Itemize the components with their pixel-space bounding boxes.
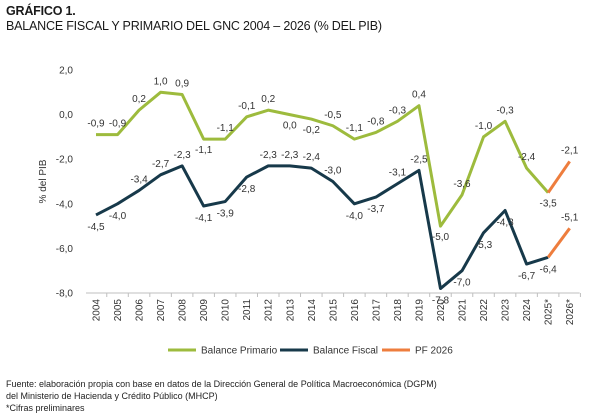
series-line-balance-fiscal [95, 164, 549, 291]
data-label: -0,2 [303, 125, 321, 136]
legend-label: PF 2026 [415, 346, 453, 357]
data-label: -2,1 [561, 145, 579, 156]
y-tick-label: -4,0 [56, 199, 74, 210]
data-label: -7,8 [432, 296, 450, 307]
x-tick-label: 2025* [544, 299, 555, 325]
data-label: -3,7 [367, 204, 385, 215]
data-label: -1,1 [346, 123, 364, 134]
y-tick-label: -8,0 [56, 289, 74, 300]
footer-source: Fuente: elaboración propia con base en d… [6, 379, 437, 389]
x-tick-label: 2023 [501, 299, 512, 322]
x-tick-label: 2015 [328, 299, 339, 322]
x-tick-label: 2007 [156, 299, 167, 322]
data-label: -0,1 [238, 101, 256, 112]
data-label: -2,7 [152, 159, 170, 170]
data-label: -2,4 [303, 152, 321, 163]
x-tick-label: 2011 [242, 299, 253, 321]
series-line-pf-2026 [546, 160, 571, 194]
data-label: -5,1 [561, 212, 579, 223]
data-label: -0,5 [324, 110, 342, 121]
data-label: 0,9 [175, 79, 189, 90]
x-tick-label: 2016 [350, 299, 361, 322]
x-tick-label: 2006 [135, 299, 146, 322]
x-tick-label: 2021 [458, 299, 469, 322]
data-label: -4,3 [496, 217, 514, 228]
data-label: -7,0 [453, 278, 471, 289]
x-tick-label: 2018 [393, 299, 404, 322]
data-label: -4,1 [195, 213, 213, 224]
x-tick-label: 2004 [92, 299, 103, 322]
data-label: -0,8 [367, 116, 385, 127]
series-lines [95, 90, 571, 291]
data-label: -0,9 [109, 119, 127, 130]
data-label: -3,9 [217, 209, 235, 220]
data-label: -6,4 [540, 264, 558, 275]
footer-note: *Cifras preliminares [6, 403, 85, 413]
data-label: -1,0 [475, 121, 493, 132]
data-label: 0,2 [132, 94, 146, 105]
x-tick-label: 2020 [436, 299, 447, 322]
series-line-pf-2026 [546, 227, 571, 259]
data-label: 1,0 [154, 76, 168, 87]
data-label: -1,1 [217, 123, 235, 134]
data-label: -5,3 [475, 240, 493, 251]
data-label: -3,4 [130, 174, 148, 185]
y-tick-label: -6,0 [56, 244, 74, 255]
chart-subtitle: BALANCE FISCAL Y PRIMARIO DEL GNC 2004 –… [6, 19, 382, 33]
x-tick-label: 2012 [264, 299, 275, 322]
data-label: 0,4 [412, 90, 426, 101]
x-tick-label: 2005 [113, 299, 124, 322]
data-label: -2,8 [238, 184, 256, 195]
legend-label: Balance Primario [201, 346, 278, 357]
data-label: -4,0 [109, 211, 127, 222]
chart-title: GRÁFICO 1. [6, 4, 76, 18]
data-label: -0,3 [496, 105, 514, 116]
legend-label: Balance Fiscal [313, 346, 378, 357]
y-axis: 2,0 0,0 -2,0 -4,0 -6,0 -8,0 % del PIB [38, 66, 73, 300]
data-label: -0,3 [389, 105, 407, 116]
data-label: -5,0 [432, 232, 450, 243]
data-label: -4,5 [87, 222, 105, 233]
data-label: -6,7 [518, 271, 536, 282]
data-label: -2,5 [410, 154, 428, 165]
x-tick-label: 2008 [178, 299, 189, 322]
y-axis-label: % del PIB [38, 159, 49, 203]
data-label: -1,1 [195, 145, 213, 156]
data-label: 0,0 [283, 121, 297, 132]
data-label: -2,4 [518, 152, 536, 163]
data-labels: -0,9 -0,90,21,0 0,9-1,1-1,1-0,10,20,0 -0,2-… [87, 76, 578, 306]
x-axis: 2004 2005 2006 2007 2008 2009 2010 2011 2012 2013… [86, 292, 581, 325]
x-tick-label: 2009 [199, 299, 210, 322]
x-tick-label: 2014 [307, 299, 318, 322]
x-tick-label: 2017 [371, 299, 382, 322]
data-label: 0,2 [261, 94, 275, 105]
y-tick-label: -2,0 [56, 155, 74, 166]
legend: Balance Primario Balance Fiscal PF 2026 [168, 346, 453, 357]
data-label: -3,6 [453, 179, 471, 190]
y-tick-label: 2,0 [59, 66, 73, 77]
x-tick-label: 2013 [285, 299, 296, 322]
data-label: -3,1 [389, 168, 407, 179]
x-tick-label: 2026* [565, 299, 576, 325]
data-label: -4,0 [346, 211, 364, 222]
data-label: -2,3 [174, 150, 192, 161]
x-tick-label: 2010 [221, 299, 232, 322]
y-tick-label: 0,0 [59, 110, 73, 121]
footer-source-2: del Ministerio de Hacienda y Crédito Púb… [6, 391, 218, 401]
fiscal-balance-chart: 2,0 0,0 -2,0 -4,0 -6,0 -8,0 % del PIB 2004 2005… [38, 66, 581, 357]
x-tick-label: 2022 [479, 299, 490, 322]
series-line-balance-primario [96, 90, 550, 228]
data-label: -3,0 [324, 166, 342, 177]
x-tick-label: 2019 [414, 299, 425, 322]
data-label: -3,5 [540, 199, 558, 210]
x-tick-label: 2024 [522, 299, 533, 322]
data-label: -2,3 [260, 150, 278, 161]
data-label: -2,3 [281, 150, 299, 161]
data-label: -0,9 [87, 119, 105, 130]
